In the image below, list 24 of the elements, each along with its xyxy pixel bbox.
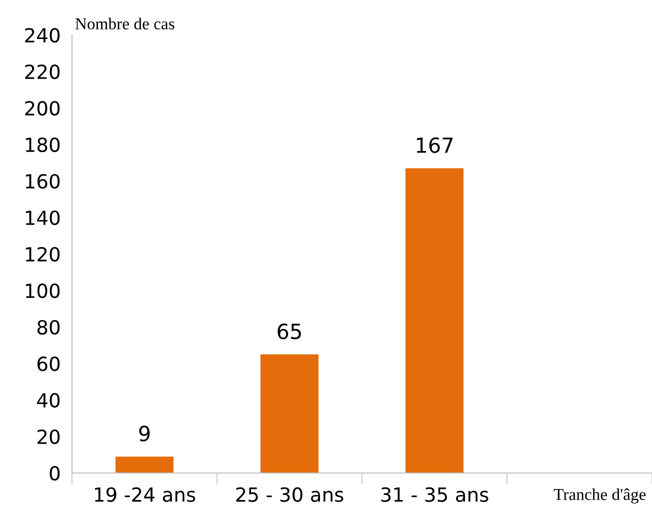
y-tick-label: 100 — [26, 283, 60, 298]
bar — [406, 168, 464, 473]
y-tick-label: 240 — [25, 28, 60, 43]
y-tick-label: 120 — [26, 246, 60, 262]
x-tick-label: 19 -24 ans — [95, 487, 196, 502]
x-axis-title: Tranche d'âge — [554, 488, 646, 504]
y-tick-label: 160 — [26, 174, 60, 189]
y-tick-label: 20 — [38, 429, 60, 444]
bar — [260, 354, 318, 473]
x-tick-label: 31 - 35 ans — [381, 487, 488, 502]
data-label: 9 — [139, 426, 150, 442]
x-tick-label: 25 - 30 ans — [236, 487, 344, 502]
data-label: 167 — [416, 137, 453, 154]
data-label: 65 — [278, 323, 301, 340]
y-axis-title: Nombre de cas — [75, 18, 174, 30]
y-tick-label: 80 — [37, 320, 60, 335]
y-tick-label: 0 — [50, 466, 60, 481]
y-tick-label: 220 — [25, 64, 60, 80]
y-tick-label: 200 — [25, 100, 60, 116]
y-tick-label: 180 — [26, 137, 60, 152]
bar — [116, 456, 174, 473]
y-tick-label: 40 — [37, 392, 60, 408]
y-tick-label: 140 — [26, 210, 60, 226]
y-tick-label: 60 — [38, 356, 60, 372]
